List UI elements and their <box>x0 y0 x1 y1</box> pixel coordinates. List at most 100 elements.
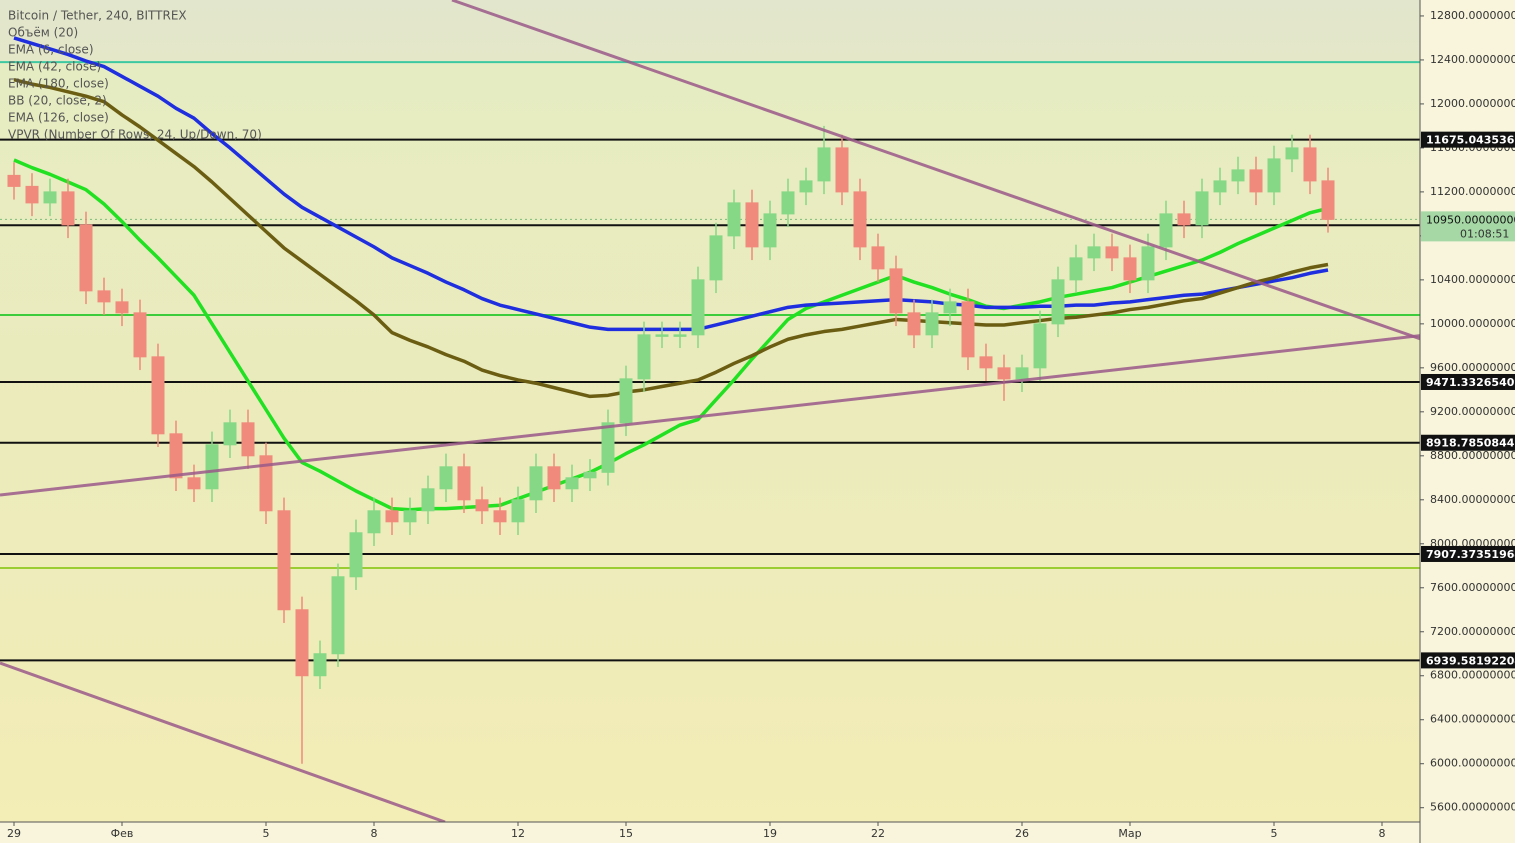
candle-body <box>421 488 435 512</box>
candle-body <box>1051 279 1065 325</box>
level-label-box <box>1421 131 1515 148</box>
x-tick-label: Фев <box>111 827 134 840</box>
candle-body <box>313 653 327 677</box>
candle-body <box>295 609 309 677</box>
level-label: 9471.33265409 <box>1426 376 1515 389</box>
legend-entry: VPVR (Number Of Rows, 24, Up/Down, 70) <box>8 128 262 142</box>
legend-entry: BB (20, close, 2) <box>8 94 107 108</box>
candle-body <box>745 202 759 248</box>
y-tick-label: 8400.00000000 <box>1430 493 1515 506</box>
y-tick-label: 12000.00000000 <box>1430 97 1515 110</box>
candle-body <box>349 532 363 578</box>
x-tick-label: 19 <box>763 827 777 840</box>
candle-body <box>151 356 165 435</box>
candle-body <box>1249 169 1263 193</box>
candle-body <box>529 466 543 501</box>
y-tick-label: 7600.00000000 <box>1430 581 1515 594</box>
y-tick-label: 9600.00000000 <box>1430 361 1515 374</box>
candle-body <box>43 191 57 204</box>
candle-body <box>673 334 687 337</box>
candle-body <box>1105 246 1119 259</box>
candle-body <box>799 180 813 193</box>
candle-body <box>133 312 147 358</box>
x-tick-label: 15 <box>619 827 633 840</box>
x-tick-label: 12 <box>511 827 525 840</box>
candle-body <box>439 466 453 490</box>
candle-body <box>961 301 975 358</box>
axes: 5600.00000000 6000.00000000 6400.00000000 6… <box>7 9 1515 840</box>
candle-body <box>547 466 561 490</box>
trend-line <box>0 661 446 822</box>
candle-body <box>385 510 399 523</box>
candle-body <box>1069 257 1083 281</box>
y-tick-label: 7200.00000000 <box>1430 625 1515 638</box>
time-axis-background <box>0 822 1420 843</box>
countdown: 01:08:51 <box>1460 227 1509 240</box>
candle-body <box>1303 147 1317 182</box>
candle-body <box>1267 158 1281 193</box>
x-tick-label: 8 <box>371 827 378 840</box>
candle-body <box>781 191 795 215</box>
y-tick-label: 6800.00000000 <box>1430 669 1515 682</box>
level-label-box <box>1421 545 1515 562</box>
level-label-box <box>1421 652 1515 669</box>
y-tick-label: 6000.00000000 <box>1430 757 1515 770</box>
trend-lines <box>0 0 1420 822</box>
candle-body <box>403 510 417 523</box>
x-tick-label: 5 <box>1271 827 1278 840</box>
last-price-box <box>1421 211 1515 242</box>
candle-body <box>187 477 201 490</box>
legend-entry: EMA (180, close) <box>8 77 109 91</box>
candle-body <box>1159 213 1173 248</box>
candle-body <box>925 312 939 336</box>
trend-line <box>0 334 1420 497</box>
series <box>13 36 1329 512</box>
y-tick-label: 10000.00000000 <box>1430 317 1515 330</box>
candle-body <box>205 444 219 490</box>
y-tick-label: 6400.00000000 <box>1430 713 1515 726</box>
legend: Bitcoin / Tether, 240, BITTREX Объём (20… <box>8 9 262 142</box>
candle-body <box>331 576 345 655</box>
candle-body <box>97 290 111 303</box>
candle-body <box>691 279 705 336</box>
candle-body <box>223 422 237 446</box>
levels <box>0 61 1420 662</box>
x-tick-label: Мар <box>1118 827 1141 840</box>
candle-body <box>817 147 831 182</box>
candle-body <box>943 301 957 314</box>
candle-body <box>583 471 597 479</box>
candle-body <box>637 334 651 380</box>
candle-body <box>7 174 21 187</box>
candle-body <box>997 367 1011 380</box>
plot-background <box>0 0 1420 822</box>
candle-body <box>853 191 867 248</box>
x-tick-label: 22 <box>871 827 885 840</box>
candle-body <box>493 510 507 523</box>
candle-body <box>1213 180 1227 193</box>
candle-body <box>1231 169 1245 182</box>
candle-body <box>1285 147 1299 160</box>
indicator-line <box>13 36 1329 332</box>
candle-body <box>457 466 471 501</box>
candle-body <box>709 235 723 281</box>
x-tick-label: 26 <box>1015 827 1029 840</box>
candle-body <box>889 268 903 314</box>
candle-body <box>1177 213 1191 226</box>
candle-body <box>259 455 273 512</box>
level-label-box <box>1421 373 1515 390</box>
y-tick-label: 11200.00000000 <box>1430 185 1515 198</box>
candle-body <box>1195 191 1209 226</box>
indicator-line <box>13 78 1329 399</box>
candle-body <box>1141 246 1155 281</box>
candle-body <box>835 147 849 193</box>
level-label: 7907.37351964 <box>1426 548 1515 561</box>
legend-entry: EMA (126, close) <box>8 111 109 125</box>
candle-body <box>727 202 741 237</box>
y-tick-label: 9200.00000000 <box>1430 405 1515 418</box>
legend-entry: EMA (6, close) <box>8 43 94 57</box>
x-tick-label: 5 <box>263 827 270 840</box>
candle-body <box>61 191 75 226</box>
y-tick-label: 12800.00000000 <box>1430 9 1515 22</box>
candle-body <box>511 499 525 523</box>
